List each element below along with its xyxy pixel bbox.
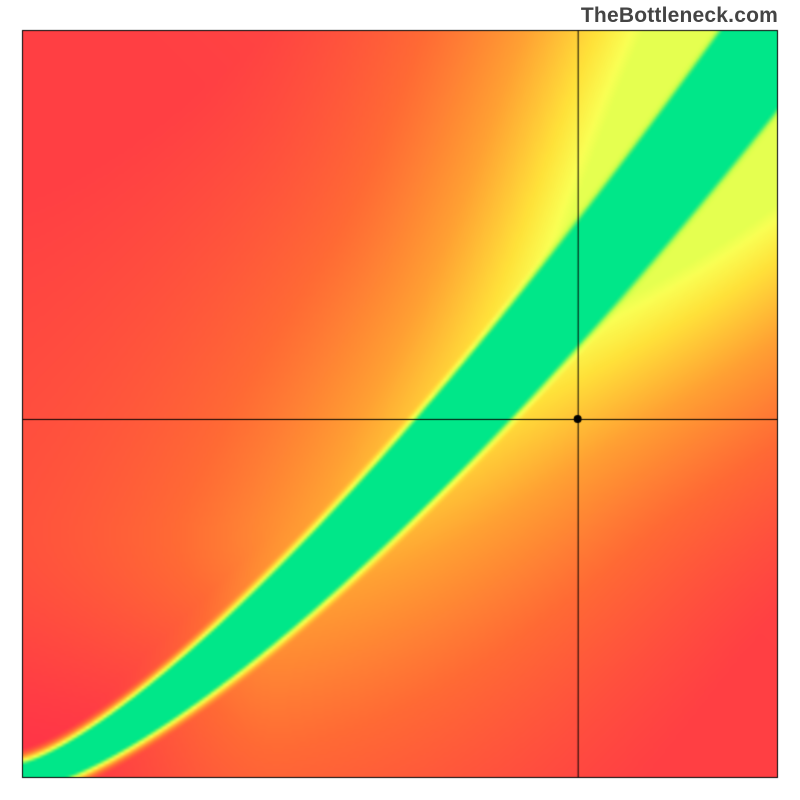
heatmap-canvas [0, 0, 800, 800]
chart-container: TheBottleneck.com [0, 0, 800, 800]
